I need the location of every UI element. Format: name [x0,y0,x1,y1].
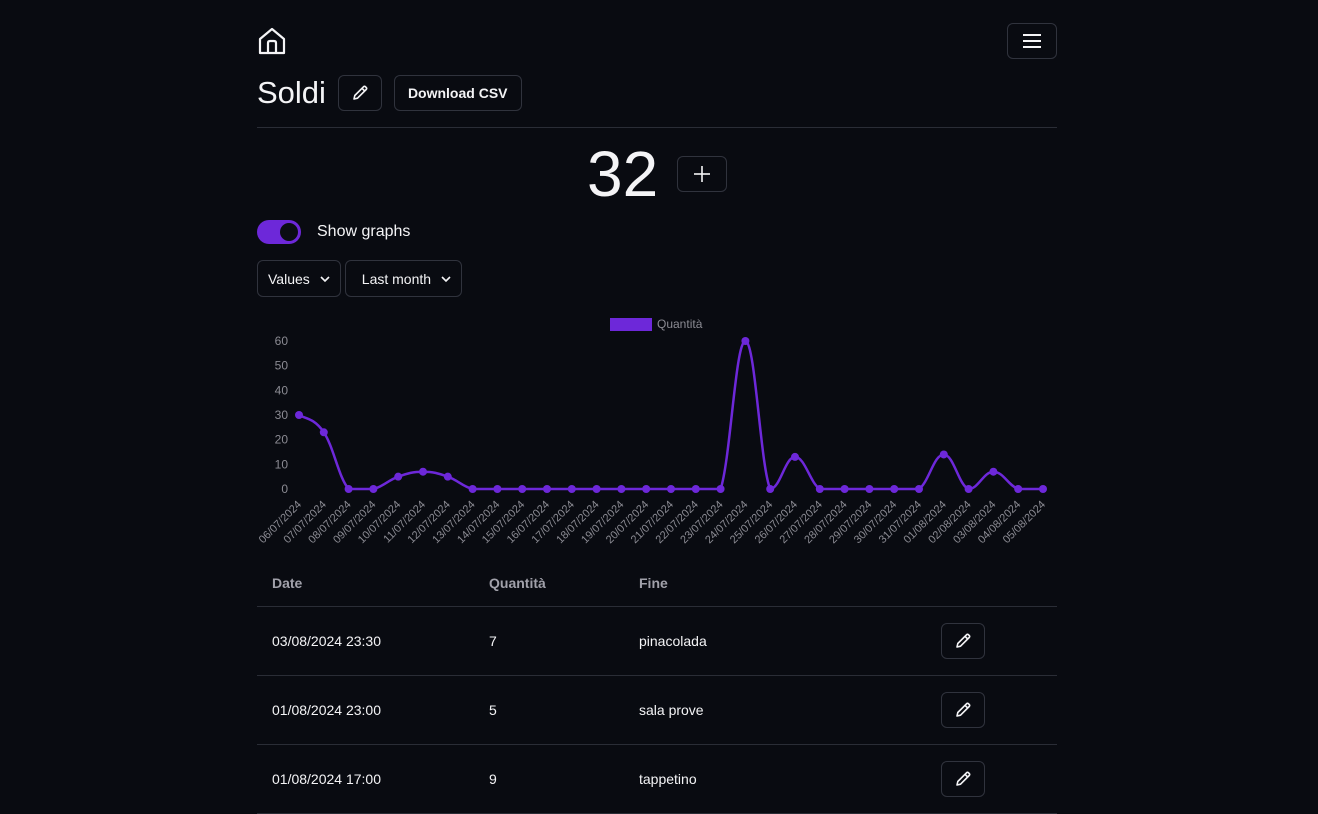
data-point [766,485,775,493]
data-point [1039,485,1047,493]
data-point [319,428,328,437]
pencil-icon [353,85,368,100]
row-fine: pinacolada [639,633,707,649]
header-fine: Fine [639,575,668,591]
top-bar [257,23,1057,59]
pencil-icon [956,771,971,786]
data-point [890,485,899,493]
edit-row-button[interactable] [941,692,985,728]
show-graphs-toggle[interactable] [257,220,301,244]
y-tick-label: 40 [275,383,289,397]
series-line [298,339,1043,491]
entries-table: Date Quantità Fine 03/08/2024 23:30 7 pi… [257,560,1057,814]
data-point [295,411,303,419]
legend-label: Quantità [657,317,703,331]
y-tick-label: 0 [281,482,288,496]
home-icon[interactable] [257,26,287,56]
row-quantity: 5 [489,702,497,718]
legend-swatch [610,318,652,331]
add-entry-button[interactable] [677,156,727,192]
pencil-icon [956,702,971,717]
pencil-icon [956,633,971,648]
data-point [691,485,700,493]
hamburger-menu-icon [1023,34,1041,48]
row-quantity: 9 [489,771,497,787]
data-point [716,485,725,493]
y-tick-label: 10 [275,457,289,471]
y-tick-label: 30 [275,408,289,422]
data-point [791,452,799,461]
edit-title-button[interactable] [337,75,382,111]
data-point [567,485,576,493]
data-point [741,337,750,345]
data-point [394,472,403,481]
data-point [667,485,675,493]
row-date: 03/08/2024 23:30 [272,633,381,649]
data-point [493,485,502,493]
data-point [443,472,452,481]
table-row: 03/08/2024 23:30 7 pinacolada [257,607,1057,676]
row-quantity: 7 [489,633,497,649]
data-point [840,485,849,493]
total-counter: 32 [587,138,659,210]
value-type-select[interactable]: Values [257,260,341,297]
table-row: 01/08/2024 23:00 5 sala prove [257,676,1057,745]
row-date: 01/08/2024 17:00 [272,771,381,787]
chevron-down-icon [320,275,330,282]
download-csv-button[interactable]: Download CSV [393,75,522,111]
quantity-line-chart: Quantità010203040506006/07/202407/07/202… [257,317,1048,546]
data-point [642,485,651,493]
row-fine: tappetino [639,771,697,787]
edit-row-button[interactable] [941,623,985,659]
plus-icon [694,166,710,182]
time-range-select[interactable]: Last month [344,260,463,297]
chevron-down-icon [441,275,451,282]
y-tick-label: 50 [275,359,289,373]
row-fine: sala prove [639,702,704,718]
data-point [344,485,353,493]
data-point [815,485,824,493]
data-point [617,485,626,493]
data-point [939,450,948,459]
divider [257,127,1057,128]
page-title: Soldi [257,75,326,110]
table-header: Date Quantità Fine [257,560,1057,607]
data-point [592,485,601,493]
edit-row-button[interactable] [941,761,985,797]
header-date: Date [272,575,303,591]
y-tick-label: 20 [275,433,289,447]
value-type-selected: Values [268,270,310,287]
data-point [1014,485,1023,493]
row-date: 01/08/2024 23:00 [272,702,381,718]
data-point [915,485,923,493]
data-point [865,485,874,493]
data-point [419,467,427,476]
header-quantity: Quantità [489,575,546,591]
y-tick-label: 60 [275,334,289,348]
table-row: 01/08/2024 17:00 9 tappetino [257,745,1057,814]
menu-button[interactable] [1007,23,1057,59]
data-point [468,485,477,493]
data-point [543,485,551,493]
data-point [369,485,378,493]
data-point [964,485,973,493]
time-range-selected: Last month [361,270,432,287]
show-graphs-label: Show graphs [317,223,411,240]
data-point [518,485,527,493]
data-point [989,467,998,476]
